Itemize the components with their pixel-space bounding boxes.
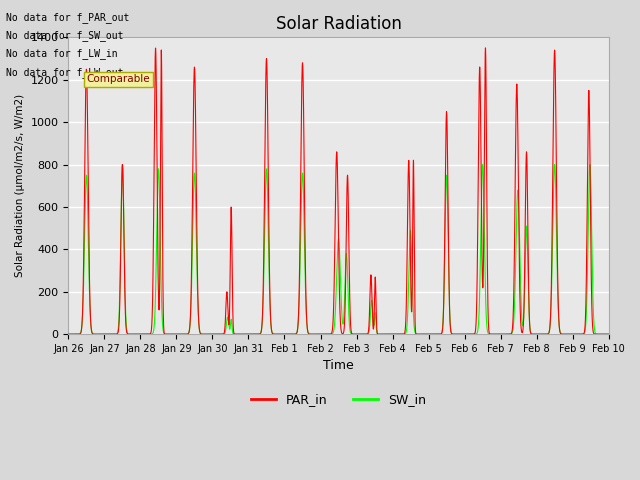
X-axis label: Time: Time [323,360,354,372]
Text: No data for f_LW_out: No data for f_LW_out [6,67,124,78]
Y-axis label: Solar Radiation (μmol/m2/s, W/m2): Solar Radiation (μmol/m2/s, W/m2) [15,94,25,277]
Title: Solar Radiation: Solar Radiation [276,15,401,33]
Text: No data for f_PAR_out: No data for f_PAR_out [6,12,130,23]
Legend: PAR_in, SW_in: PAR_in, SW_in [246,388,431,411]
Text: No data for f_SW_out: No data for f_SW_out [6,30,124,41]
Text: No data for f_LW_in: No data for f_LW_in [6,48,118,60]
Text: Comparable: Comparable [86,74,150,84]
